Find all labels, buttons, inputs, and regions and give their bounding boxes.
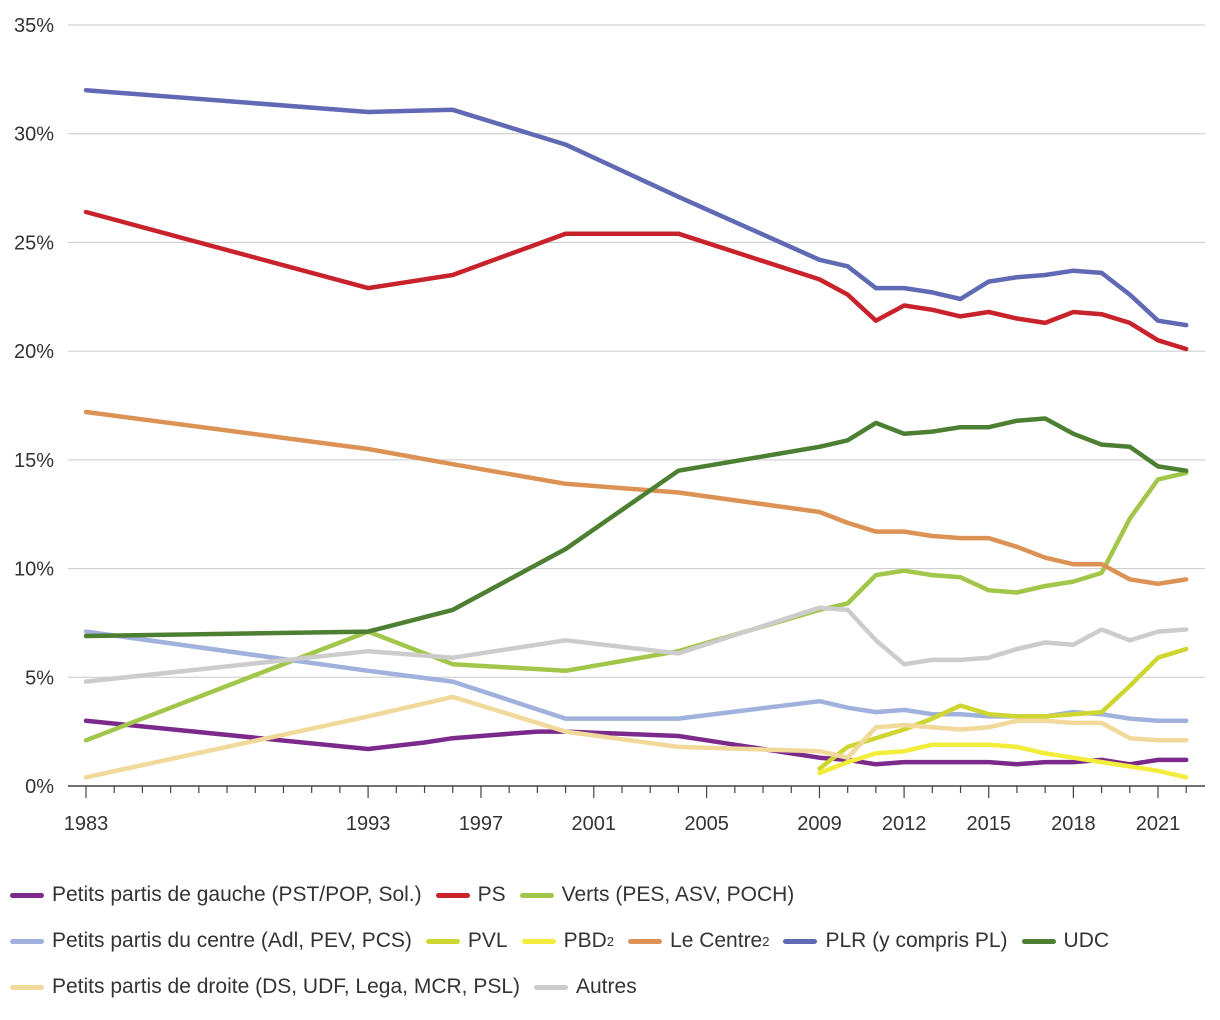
legend-item: PLR (y compris PL) <box>783 929 1008 953</box>
legend-swatch <box>10 892 44 898</box>
legend-footnote: 2 <box>606 933 615 949</box>
x-tick-label: 2009 <box>797 813 842 835</box>
legend-swatch <box>10 984 44 990</box>
legend-item: Petits partis de gauche (PST/POP, Sol.) <box>10 883 422 907</box>
series-line-7 <box>83 87 1189 328</box>
legend-swatch <box>425 938 460 944</box>
legend-item: Petits partis du centre (Adl, PEV, PCS) <box>10 929 412 953</box>
legend-item: Autres <box>534 975 637 999</box>
legend-item: Verts (PES, ASV, POCH) <box>519 883 795 907</box>
y-tick-label: 30% <box>14 124 54 146</box>
legend-swatch <box>534 984 568 990</box>
legend-label: Autres <box>576 975 637 998</box>
x-tick-label: 1983 <box>64 813 109 835</box>
legend-swatch <box>521 938 556 944</box>
legend-swatch <box>10 938 44 944</box>
legend-row: Petits partis de gauche (PST/POP, Sol.) P… <box>10 872 1210 918</box>
series-lines <box>83 87 1189 780</box>
legend-label: PS <box>477 883 506 906</box>
series-line-9 <box>83 694 1189 780</box>
x-tick-label: 2012 <box>882 813 927 835</box>
series-line-5 <box>817 742 1189 780</box>
y-tick-label: 25% <box>14 232 54 254</box>
legend-label: Verts (PES, ASV, POCH) <box>561 883 795 906</box>
legend-swatch <box>628 938 663 944</box>
y-tick-label: 0% <box>25 776 54 798</box>
legend-swatch <box>1021 938 1056 944</box>
x-tick-label: 2018 <box>1051 813 1096 835</box>
x-tick-label: 2015 <box>966 813 1011 835</box>
x-tick-label: 2001 <box>572 813 617 835</box>
series-line-10 <box>83 605 1189 684</box>
legend-label: PBD <box>563 929 607 952</box>
line-chart: 0% 5% 10% 15% 20% 25% 30% 35% 1983 1993 1997 2001 2… <box>14 15 1205 835</box>
y-tick-label: 15% <box>14 450 54 472</box>
legend-label: PLR (y compris PL) <box>825 929 1008 952</box>
legend-label: UDC <box>1063 929 1110 952</box>
y-tick-label: 10% <box>14 559 54 581</box>
x-tick-label: 1993 <box>346 813 391 835</box>
legend-swatch <box>783 938 818 944</box>
legend-item: Le Centre 2 <box>628 929 769 953</box>
legend: Petits partis de gauche (PST/POP, Sol.) P… <box>10 872 1210 1010</box>
x-tick-label: 2005 <box>684 813 729 835</box>
series-line-6 <box>83 409 1189 587</box>
series-line-8 <box>83 416 1189 639</box>
legend-label: Le Centre <box>670 929 763 952</box>
legend-label: Petits partis du centre (Adl, PEV, PCS) <box>52 929 412 952</box>
y-tick-label: 20% <box>14 341 54 363</box>
legend-item: Petits partis de droite (DS, UDF, Lega, … <box>10 975 520 999</box>
legend-label: Petits partis de droite (DS, UDF, Lega, … <box>52 975 520 998</box>
x-axis: 1983 1993 1997 2001 2005 2009 2012 2015 2018 2021 <box>64 785 1205 835</box>
legend-swatch <box>519 892 554 898</box>
series-line-1 <box>83 209 1189 352</box>
legend-row: Petits partis de droite (DS, UDF, Lega, … <box>10 964 1210 1010</box>
legend-label: Petits partis de gauche (PST/POP, Sol.) <box>52 883 422 906</box>
legend-item: PS <box>435 883 506 907</box>
legend-row: Petits partis du centre (Adl, PEV, PCS) P… <box>10 918 1210 964</box>
y-axis-ticks: 0% 5% 10% 15% 20% 25% 30% 35% <box>14 15 54 798</box>
y-tick-label: 5% <box>25 667 54 689</box>
legend-item: UDC <box>1021 929 1110 953</box>
series-line-2 <box>83 470 1189 743</box>
y-tick-label: 35% <box>14 15 54 37</box>
x-tick-label: 2021 <box>1136 813 1181 835</box>
x-tick-label: 1997 <box>459 813 504 835</box>
grid-lines <box>68 24 1205 678</box>
legend-item: PBD 2 <box>521 929 615 953</box>
legend-swatch <box>435 892 470 898</box>
legend-item: PVL <box>425 929 508 953</box>
series-line-4 <box>817 646 1189 771</box>
legend-label: PVL <box>467 929 508 952</box>
legend-footnote: 2 <box>762 933 770 949</box>
